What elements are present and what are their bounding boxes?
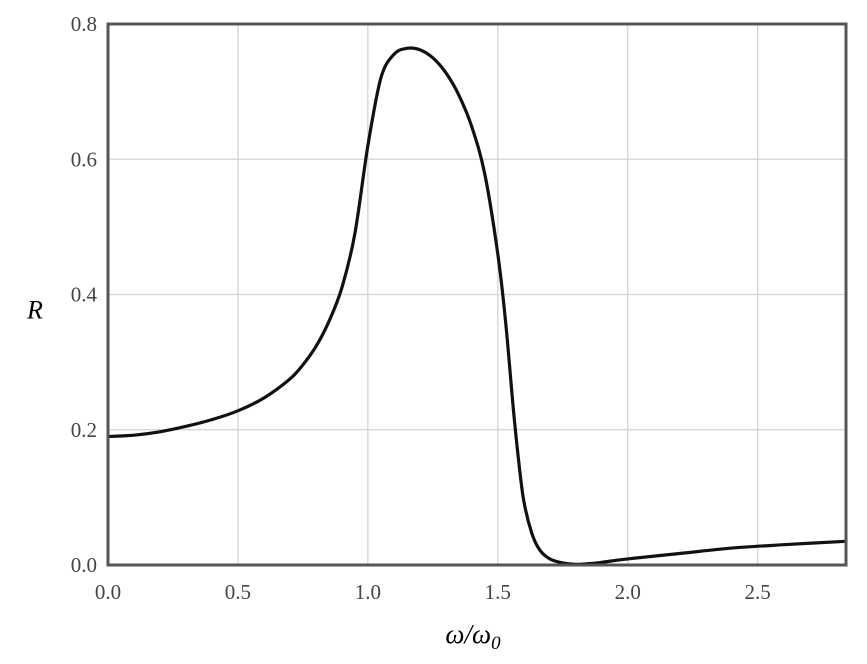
y-tick-label: 0.8 — [71, 12, 97, 36]
x-axis-label-main: ω/ω — [445, 619, 491, 649]
x-axis-label: ω/ω0 — [445, 619, 501, 654]
plot-frame — [106, 22, 848, 567]
x-axis-label-subscript: 0 — [491, 633, 501, 654]
x-tick-labels: 0.0 0.5 1.0 1.5 2.0 2.5 — [95, 580, 771, 604]
y-tick-labels: 0.0 0.2 0.4 0.6 0.8 — [71, 12, 98, 577]
grid-lines — [107, 23, 846, 566]
y-axis-label: R — [26, 296, 43, 325]
x-tick-label: 1.5 — [485, 580, 511, 604]
x-tick-label: 1.0 — [355, 580, 381, 604]
y-tick-label: 0.4 — [71, 283, 98, 307]
y-tick-label: 0.2 — [71, 418, 97, 442]
series-line-0 — [106, 46, 848, 566]
y-tick-label: 0.6 — [71, 147, 97, 171]
y-tick-label: 0.0 — [71, 553, 97, 577]
x-tick-label: 0.5 — [225, 580, 251, 604]
x-tick-label: 0.0 — [95, 580, 121, 604]
x-tick-label: 2.5 — [745, 580, 771, 604]
x-tick-label: 2.0 — [615, 580, 641, 604]
series-group — [106, 46, 848, 566]
